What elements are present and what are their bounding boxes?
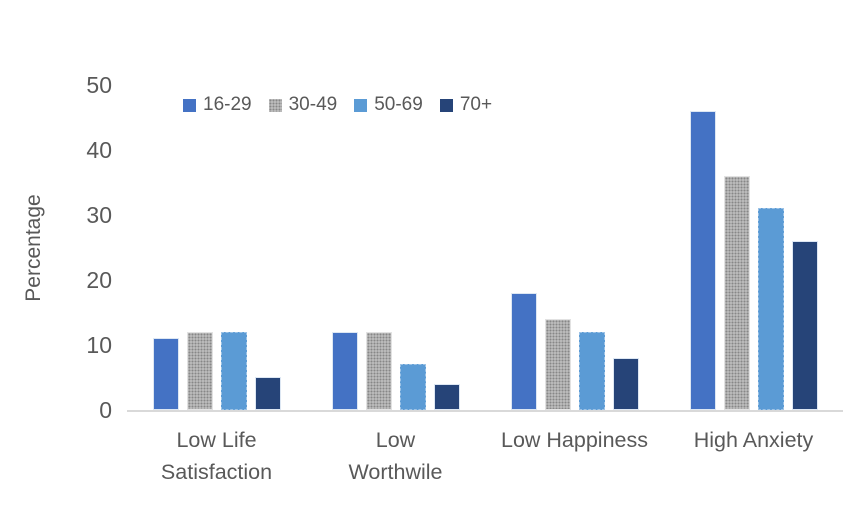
legend-marker-icon	[439, 98, 453, 112]
bar-16-29	[510, 293, 537, 410]
y-axis-title: Percentage	[22, 194, 45, 302]
x-axis-category-labels: Low Life Satisfaction Low Worthwile Low Happ…	[127, 424, 843, 489]
bar-30-49	[723, 176, 750, 410]
x-category-label: Low Happiness	[500, 428, 648, 452]
y-tick-label: 0	[99, 397, 112, 423]
legend: 16-29 30-49 50-69 70+	[183, 94, 492, 116]
bar-16-29	[331, 332, 358, 410]
y-tick-label: 30	[86, 202, 112, 228]
legend-label: 30-49	[288, 94, 338, 115]
bar-group	[127, 85, 306, 410]
legend-label: 16-29	[203, 94, 252, 115]
bar-30-49	[544, 319, 571, 410]
legend-item: 50-69	[354, 94, 423, 116]
legend-label: 70+	[459, 94, 493, 115]
bar-group	[485, 85, 664, 410]
bar-70+	[791, 241, 818, 410]
y-tick-label: 50	[86, 72, 112, 98]
legend-marker-icon	[268, 98, 282, 112]
bar-70+	[612, 358, 639, 410]
legend-item: 30-49	[268, 94, 338, 116]
bar-16-29	[152, 338, 179, 410]
bar-30-49	[186, 332, 213, 410]
y-tick-label: 40	[86, 137, 112, 163]
bar-70+	[433, 384, 460, 410]
bar-70+	[254, 377, 281, 410]
bar-50-69	[578, 332, 605, 410]
x-category-label: High Anxiety	[693, 428, 814, 452]
x-category-label: Low Life Satisfaction	[160, 428, 273, 485]
bar-30-49	[365, 332, 392, 410]
y-axis-tick-labels: 0 10 20 30 40 50	[56, 72, 112, 423]
plot-area: 16-29 30-49 50-69 70+	[127, 85, 843, 412]
bar-groups	[127, 85, 843, 410]
x-category-label: Low Worthwile	[348, 428, 443, 485]
y-tick-label: 10	[86, 332, 112, 358]
legend-item: 70+	[439, 94, 493, 116]
bar-50-69	[220, 332, 247, 410]
y-tick-label: 20	[86, 267, 112, 293]
bar-50-69	[757, 208, 784, 410]
bar-group	[306, 85, 485, 410]
bar-group	[664, 85, 843, 410]
legend-label: 50-69	[374, 94, 423, 115]
bar-16-29	[689, 111, 716, 410]
legend-item: 16-29	[183, 94, 252, 116]
bar-50-69	[399, 364, 426, 410]
legend-marker-icon	[183, 98, 196, 112]
legend-marker-icon	[354, 98, 368, 112]
